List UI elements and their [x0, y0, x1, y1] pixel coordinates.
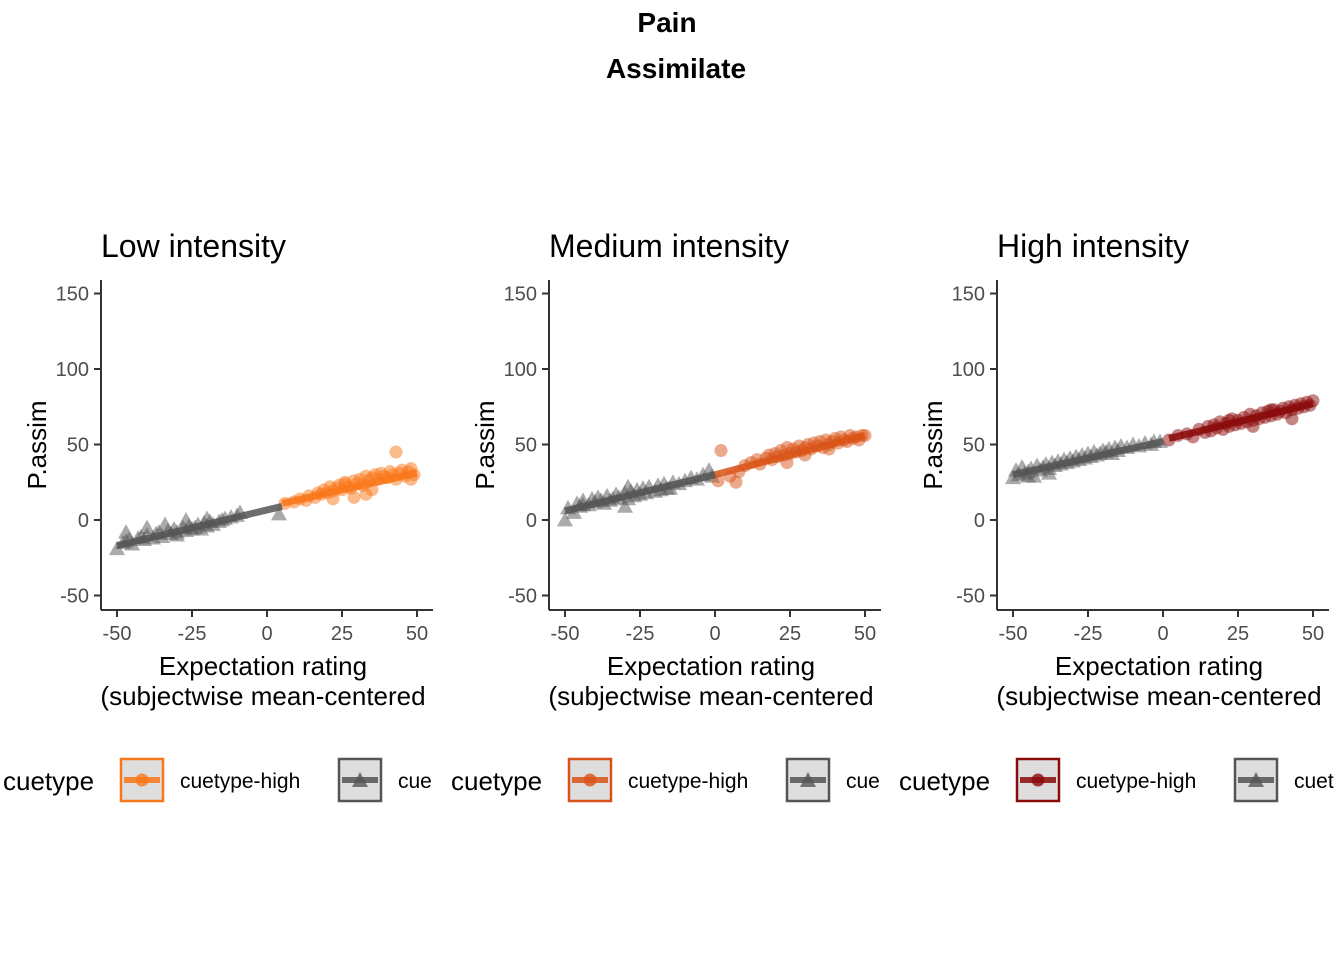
y-tick-label: 100: [56, 359, 89, 381]
legend-key-high-point: [135, 773, 149, 787]
legend-label-cue: cue: [846, 770, 880, 793]
x-tick-label: 50: [854, 623, 876, 645]
data-point-triangle: [157, 516, 173, 531]
x-axis-label: Expectation rating: [607, 651, 815, 681]
y-axis-label: P.assim: [470, 400, 500, 489]
legend-title: cuetype: [899, 766, 990, 796]
panel-title: Medium intensity: [549, 228, 789, 264]
x-tick-label: -25: [1074, 623, 1103, 645]
y-tick-label: 150: [952, 284, 985, 306]
legend-title: cuetype: [3, 766, 94, 796]
x-tick-label: 0: [1157, 623, 1168, 645]
data-point-triangle: [620, 478, 636, 494]
x-tick-label: -50: [999, 623, 1028, 645]
data-point-triangle: [118, 524, 134, 539]
data-point-triangle: [1020, 468, 1036, 483]
data-point-circle: [714, 444, 728, 458]
legend-label-cue: cuet: [1294, 770, 1334, 793]
y-tick-label: 100: [504, 359, 537, 381]
panel-title: High intensity: [997, 228, 1189, 264]
x-tick-label: 25: [779, 623, 801, 645]
data-point-triangle: [178, 512, 194, 527]
y-tick-label: -50: [508, 586, 537, 608]
legend-title: cuetype: [451, 766, 542, 796]
data-point-triangle: [1041, 465, 1057, 480]
legend-key-high-point: [1031, 773, 1045, 787]
legend-label-high: cuetype-high: [1076, 770, 1196, 793]
y-tick-label: 0: [526, 510, 537, 532]
x-tick-label: 0: [261, 623, 272, 645]
fit-line-cue: [564, 471, 716, 515]
x-axis-label: Expectation rating: [159, 651, 367, 681]
y-tick-label: 50: [515, 435, 537, 457]
legend-label-cue: cue: [398, 770, 432, 793]
x-tick-label: 25: [1227, 623, 1249, 645]
x-tick-label: -50: [103, 623, 132, 645]
legend-key-high-point: [583, 773, 597, 787]
data-point-circle: [1285, 412, 1299, 426]
chart-panel-2: Medium intensity -50 0 50 100 150 -50 -25 0 25 50 E…: [451, 228, 881, 803]
x-tick-label: 0: [709, 623, 720, 645]
y-axis-label: P.assim: [22, 400, 52, 489]
y-tick-label: 0: [974, 510, 985, 532]
data-point-circle: [1246, 419, 1260, 433]
y-tick-label: -50: [956, 586, 985, 608]
legend-label-high: cuetype-high: [628, 770, 748, 793]
data-point-circle: [359, 487, 373, 501]
x-tick-label: -25: [178, 623, 207, 645]
x-tick-label: 25: [331, 623, 353, 645]
fit-line-cue: [116, 503, 283, 550]
data-point-triangle: [557, 512, 573, 527]
legend-key-cue-point: [1248, 772, 1264, 787]
fit-line-high: [714, 432, 866, 479]
x-tick-label: 50: [406, 623, 428, 645]
y-tick-label: 100: [952, 359, 985, 381]
figure-subtitle: Assimilate: [606, 53, 746, 84]
data-point-triangle: [139, 519, 155, 534]
y-tick-label: 50: [67, 435, 89, 457]
x-tick-label: -50: [551, 623, 580, 645]
chart-panel-1: Low intensity -50 0 50 100 150 -50 -25 0 25 50 Expe…: [3, 228, 433, 803]
legend-key-cue-point: [352, 772, 368, 787]
fit-line-cue: [1012, 438, 1164, 479]
data-point-circle: [389, 445, 403, 459]
chart-panel-3: High intensity -50 0 50 100 150 -50 -25 0 25 50 Exp…: [899, 228, 1334, 803]
y-tick-label: 150: [504, 284, 537, 306]
y-tick-label: -50: [60, 586, 89, 608]
x-axis-label-line2: (subjectwise mean-centered: [548, 681, 873, 711]
y-tick-label: 50: [963, 435, 985, 457]
legend-label-high: cuetype-high: [180, 770, 300, 793]
data-point-circle: [347, 490, 361, 504]
x-axis-label: Expectation rating: [1055, 651, 1263, 681]
legend: cuetype cuetype-high cue: [3, 757, 432, 803]
fit-line-high: [281, 469, 418, 507]
x-tick-label: 50: [1302, 623, 1324, 645]
legend: cuetype cuetype-high cue: [451, 757, 880, 803]
y-tick-label: 0: [78, 510, 89, 532]
fit-line-high: [1168, 400, 1314, 442]
x-tick-label: -25: [626, 623, 655, 645]
data-point-circle: [729, 475, 743, 489]
legend: cuetype cuetype-high cuet: [899, 757, 1334, 803]
data-point-triangle: [617, 498, 633, 513]
x-axis-label-line2: (subjectwise mean-centered: [100, 681, 425, 711]
y-tick-label: 150: [56, 284, 89, 306]
legend-key-cue-point: [800, 772, 816, 787]
x-axis-label-line2: (subjectwise mean-centered: [996, 681, 1321, 711]
panel-title: Low intensity: [101, 228, 286, 264]
y-axis-label: P.assim: [918, 400, 948, 489]
figure-title: Pain: [637, 7, 696, 38]
data-point-triangle: [271, 505, 287, 521]
